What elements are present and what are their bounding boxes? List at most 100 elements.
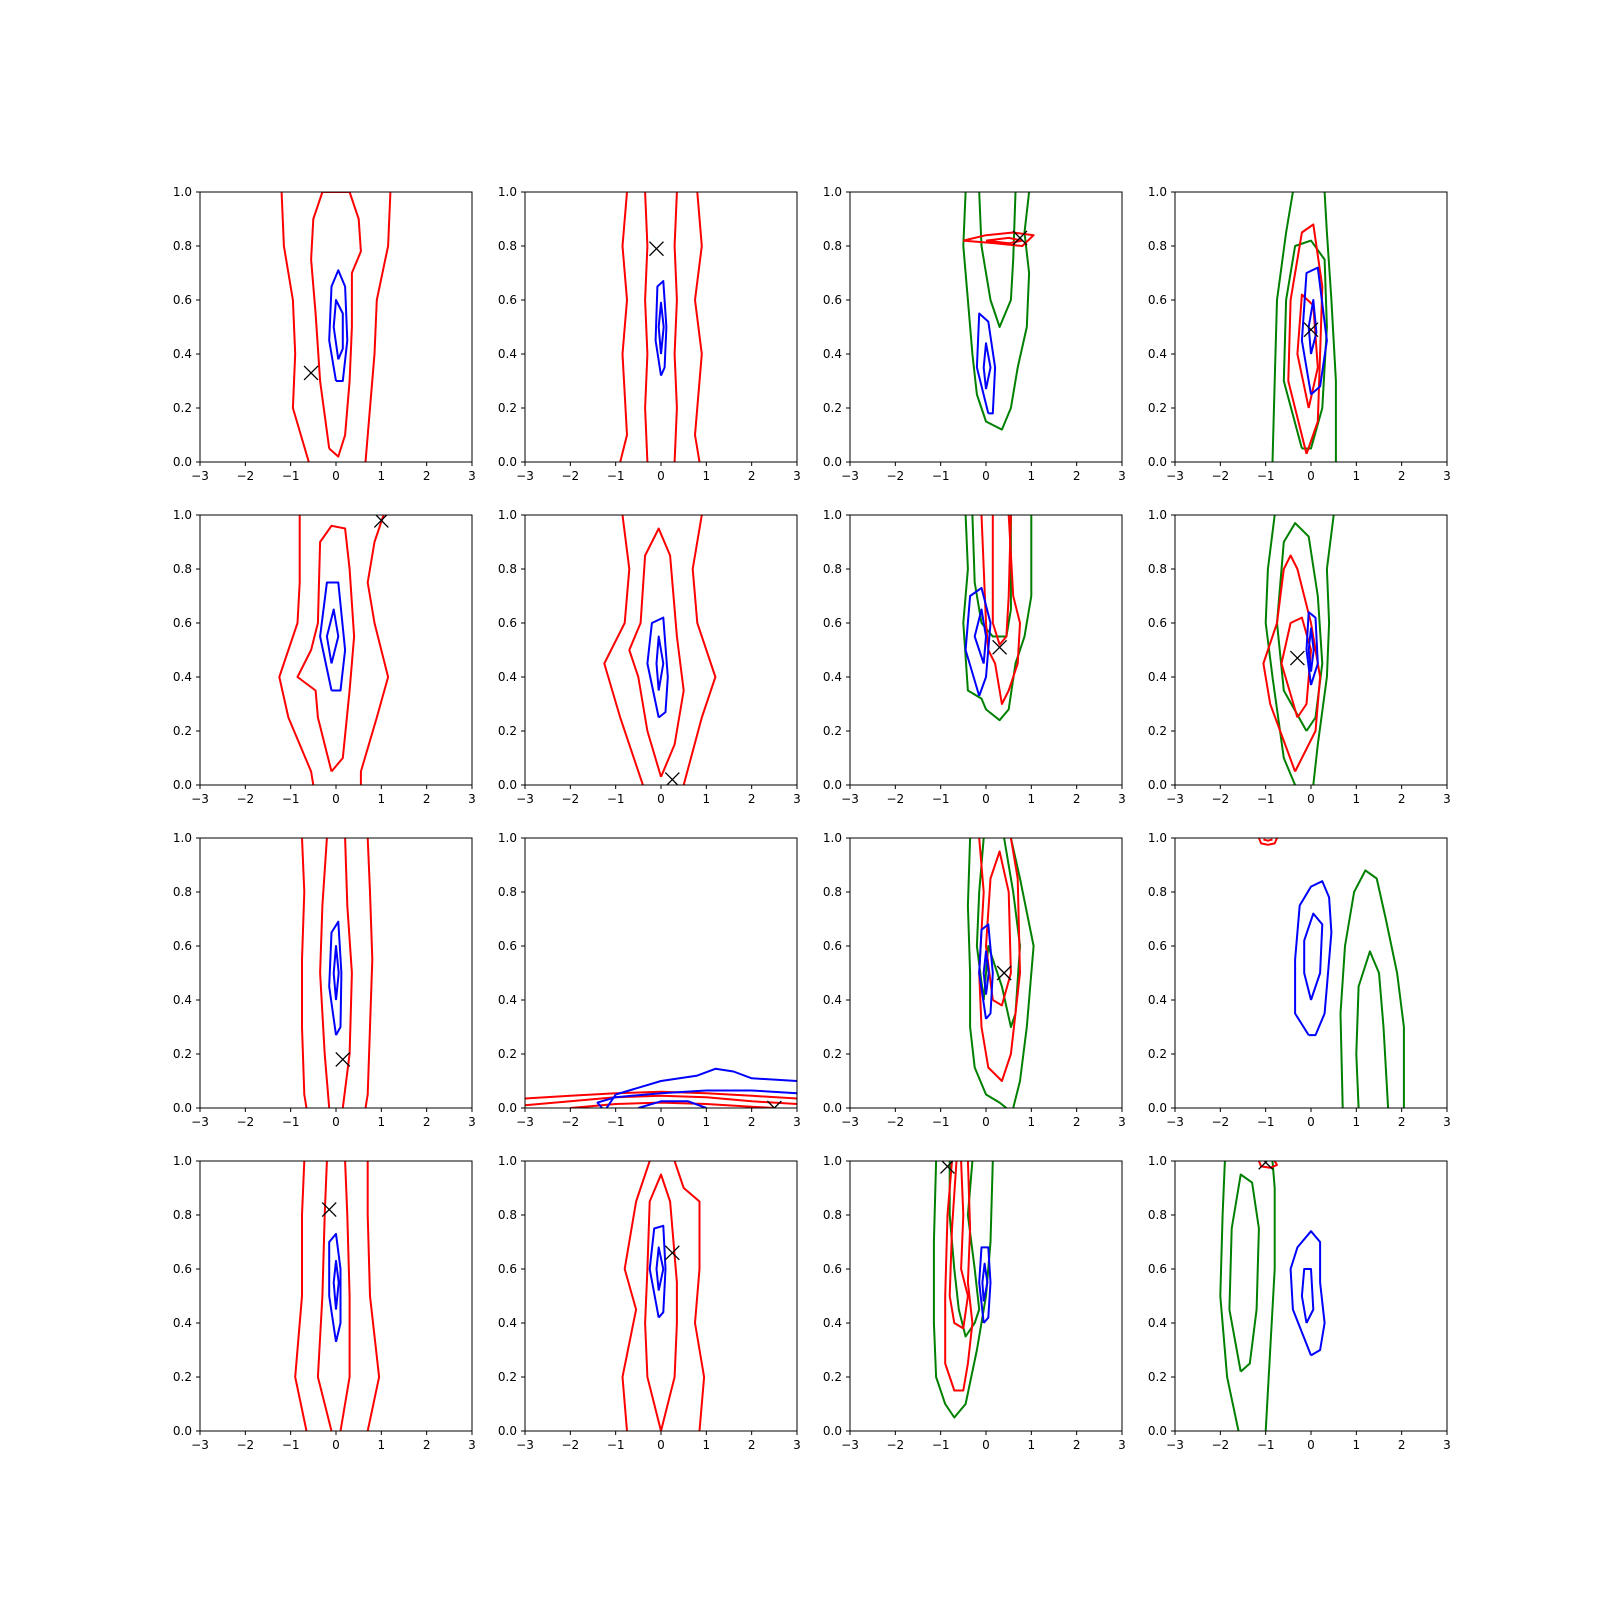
green-contour-line <box>1355 950 1390 1108</box>
x-tick-label: 3 <box>1443 1115 1451 1129</box>
x-tick-label: 1 <box>703 792 711 806</box>
contour-layer <box>962 192 1035 431</box>
contour-layer <box>1262 515 1335 785</box>
subplot-r1c1: −3 −2 −1 0 1 2 3 0.0 0.2 0.4 0.6 0.8 1.0 <box>173 185 476 483</box>
blue-contour-line <box>964 586 992 697</box>
y-tick-label: 0.4 <box>823 670 842 684</box>
x-tick-label: −2 <box>236 469 254 483</box>
subplot-r4c3: −3 −2 −1 0 1 2 3 0.0 0.2 0.4 0.6 0.8 1.0 <box>823 1154 1126 1452</box>
y-tick-label: 0.0 <box>173 1424 192 1438</box>
red-contour-line <box>316 1161 333 1431</box>
x-tick-label: 0 <box>332 1115 340 1129</box>
x-tick-label: −2 <box>886 1115 904 1129</box>
y-tick-label: 0.0 <box>823 778 842 792</box>
y-tick-label: 0.2 <box>823 1370 842 1384</box>
x-marker <box>321 1202 337 1218</box>
blue-contour-line <box>981 1262 989 1302</box>
red-contour-line <box>310 192 362 458</box>
x-marker <box>1289 650 1305 666</box>
x-tick-label: 2 <box>423 1115 431 1129</box>
blue-contour-line <box>982 342 992 390</box>
subplot-r3c3: −3 −2 −1 0 1 2 3 0.0 0.2 0.4 0.6 0.8 1.0 <box>823 831 1126 1129</box>
y-tick-label: 0.6 <box>823 293 842 307</box>
x-tick-label: 2 <box>1398 792 1406 806</box>
x-tick-label: −1 <box>282 792 300 806</box>
y-tick-label: 0.2 <box>498 1370 517 1384</box>
y-tick-label: 1.0 <box>173 185 192 199</box>
red-contour-line <box>1287 223 1324 455</box>
red-contour-line <box>644 192 649 462</box>
blue-contour-line <box>975 312 997 415</box>
blue-contour-line <box>638 1100 707 1108</box>
x-tick-label: 2 <box>1073 1115 1081 1129</box>
x-tick-label: −2 <box>886 1438 904 1452</box>
x-tick-label: 1 <box>1353 1438 1361 1452</box>
blue-contour-line <box>1289 1230 1326 1357</box>
y-tick-label: 0.8 <box>173 562 192 576</box>
subplot-r3c4: −3 −2 −1 0 1 2 3 0.0 0.2 0.4 0.6 0.8 1.0 <box>1148 831 1451 1129</box>
x-tick-label: −2 <box>561 1438 579 1452</box>
subplot-r4c1: −3 −2 −1 0 1 2 3 0.0 0.2 0.4 0.6 0.8 1.0 <box>173 1154 476 1452</box>
blue-contour-line <box>654 280 668 377</box>
subplot-r3c2: −3 −2 −1 0 1 2 3 0.0 0.2 0.4 0.6 0.8 1.0 <box>498 831 801 1129</box>
contour-layer <box>603 515 717 785</box>
red-contour-line <box>985 850 1012 1007</box>
blue-contour-line <box>319 581 347 692</box>
x-tick-label: −3 <box>1166 792 1184 806</box>
x-tick-label: −3 <box>1166 1438 1184 1452</box>
x-marker <box>1012 230 1028 246</box>
x-tick-label: 3 <box>1118 469 1126 483</box>
y-tick-label: 0.6 <box>1148 1262 1167 1276</box>
x-tick-label: 3 <box>468 1115 476 1129</box>
blue-contour-line <box>328 920 343 1036</box>
x-tick-label: 3 <box>1118 1438 1126 1452</box>
y-tick-label: 0.6 <box>498 939 517 953</box>
x-tick-label: −1 <box>607 1115 625 1129</box>
x-tick-label: −3 <box>1166 1115 1184 1129</box>
x-tick-label: −1 <box>932 792 950 806</box>
x-tick-label: 0 <box>657 1438 665 1452</box>
x-tick-label: −3 <box>841 1115 859 1129</box>
x-tick-label: −1 <box>1257 1438 1275 1452</box>
x-tick-label: 1 <box>1028 469 1036 483</box>
y-tick-label: 0.2 <box>173 1047 192 1061</box>
y-tick-label: 0.8 <box>1148 1208 1167 1222</box>
y-tick-label: 0.2 <box>173 724 192 738</box>
red-contour-line <box>603 515 644 785</box>
green-contour-line <box>1271 192 1294 462</box>
y-tick-label: 0.4 <box>1148 670 1167 684</box>
x-tick-label: −1 <box>1257 1115 1275 1129</box>
x-tick-label: 3 <box>1118 1115 1126 1129</box>
y-tick-label: 0.0 <box>823 1424 842 1438</box>
x-tick-label: 1 <box>1353 1115 1361 1129</box>
x-tick-label: 0 <box>1307 469 1315 483</box>
x-tick-label: −3 <box>191 1438 209 1452</box>
red-contour-line <box>364 838 374 1108</box>
red-contour-line <box>694 192 703 462</box>
x-tick-label: −3 <box>516 469 534 483</box>
red-contour-line <box>963 231 1035 247</box>
x-tick-label: 0 <box>657 792 665 806</box>
green-contour-line <box>1264 1161 1276 1431</box>
y-tick-label: 0.0 <box>498 1101 517 1115</box>
green-contour-line <box>971 515 1012 638</box>
green-contour-line <box>1009 838 1035 1108</box>
blue-contour-line <box>328 269 349 382</box>
y-tick-label: 0.4 <box>1148 1316 1167 1330</box>
x-tick-label: −3 <box>841 1438 859 1452</box>
blue-contour-line <box>1303 912 1324 1001</box>
x-tick-label: 2 <box>1073 469 1081 483</box>
subplot-r1c4: −3 −2 −1 0 1 2 3 0.0 0.2 0.4 0.6 0.8 1.0 <box>1148 185 1451 483</box>
y-tick-label: 0.4 <box>1148 993 1167 1007</box>
blue-contour-line <box>982 950 990 995</box>
y-tick-label: 0.8 <box>173 1208 192 1222</box>
subplot-r2c4: −3 −2 −1 0 1 2 3 0.0 0.2 0.4 0.6 0.8 1.0 <box>1148 508 1451 806</box>
x-tick-label: 3 <box>793 469 801 483</box>
y-tick-label: 0.8 <box>823 562 842 576</box>
blue-contour-line <box>1305 611 1319 686</box>
y-tick-label: 0.4 <box>498 347 517 361</box>
red-contour-line <box>341 838 353 1108</box>
subplot-r4c2: −3 −2 −1 0 1 2 3 0.0 0.2 0.4 0.6 0.8 1.0 <box>498 1154 801 1452</box>
x-tick-label: 0 <box>332 469 340 483</box>
y-tick-label: 0.8 <box>1148 885 1167 899</box>
